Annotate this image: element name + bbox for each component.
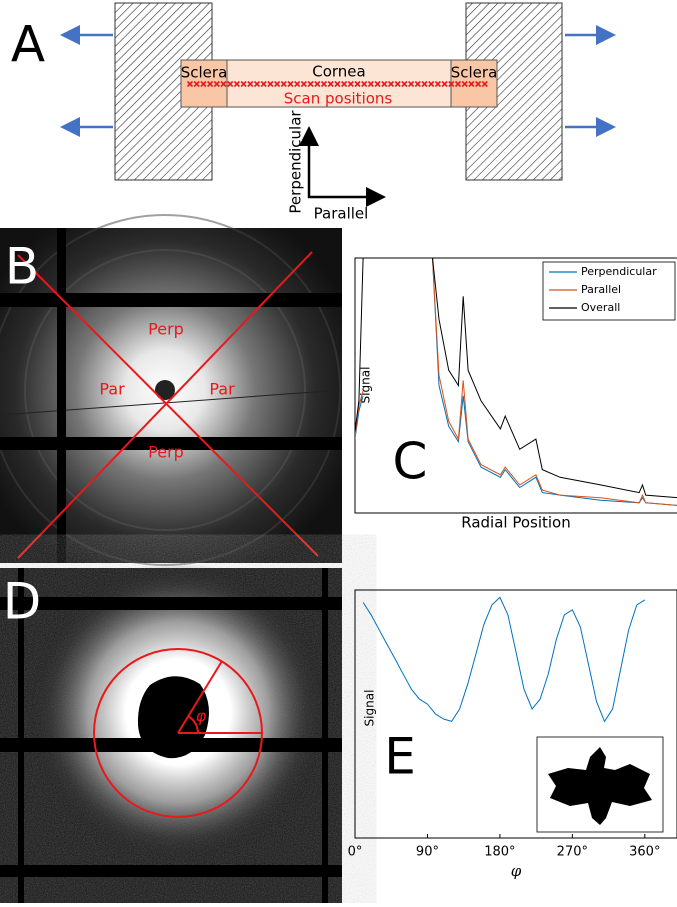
region-label: Perp bbox=[148, 320, 184, 339]
region-label: Par bbox=[99, 380, 125, 399]
axis-label: Parallel bbox=[314, 205, 369, 223]
region-label: Perp bbox=[148, 443, 184, 462]
series-line bbox=[363, 597, 645, 721]
x-tick-label: 90° bbox=[416, 845, 439, 860]
legend-label: Perpendicular bbox=[581, 265, 657, 278]
y-axis-label: Signal bbox=[363, 690, 377, 727]
panel-d: φ D bbox=[0, 562, 342, 903]
x-tick-label: 270° bbox=[557, 845, 588, 860]
panel-a: A Sclera Cornea Sclera Scan positions Pe… bbox=[11, 3, 611, 223]
scan-label: Scan positions bbox=[284, 90, 393, 108]
legend-label: Parallel bbox=[581, 283, 621, 296]
sclera-label: Sclera bbox=[181, 64, 228, 82]
angle-label: φ bbox=[196, 707, 207, 726]
x-tick-label: 180° bbox=[484, 845, 515, 860]
panel-label: D bbox=[3, 573, 42, 631]
panel-label: E bbox=[384, 728, 416, 786]
x-tick-label: 0° bbox=[348, 845, 363, 860]
x-axis-label: Radial Position bbox=[461, 514, 571, 532]
x-axis-label: φ bbox=[511, 862, 522, 880]
x-tick-label: 360° bbox=[629, 845, 660, 860]
cornea-label: Cornea bbox=[312, 63, 365, 81]
legend-label: Overall bbox=[581, 301, 620, 314]
panel-label: A bbox=[11, 16, 45, 74]
axis-label: Perpendicular bbox=[287, 110, 305, 214]
sclera-label: Sclera bbox=[451, 64, 498, 82]
panel-b: B Perp Par Par Perp bbox=[0, 215, 342, 565]
region-label: Par bbox=[209, 380, 235, 399]
panel-label: C bbox=[393, 433, 428, 491]
panel-label: B bbox=[5, 238, 39, 296]
